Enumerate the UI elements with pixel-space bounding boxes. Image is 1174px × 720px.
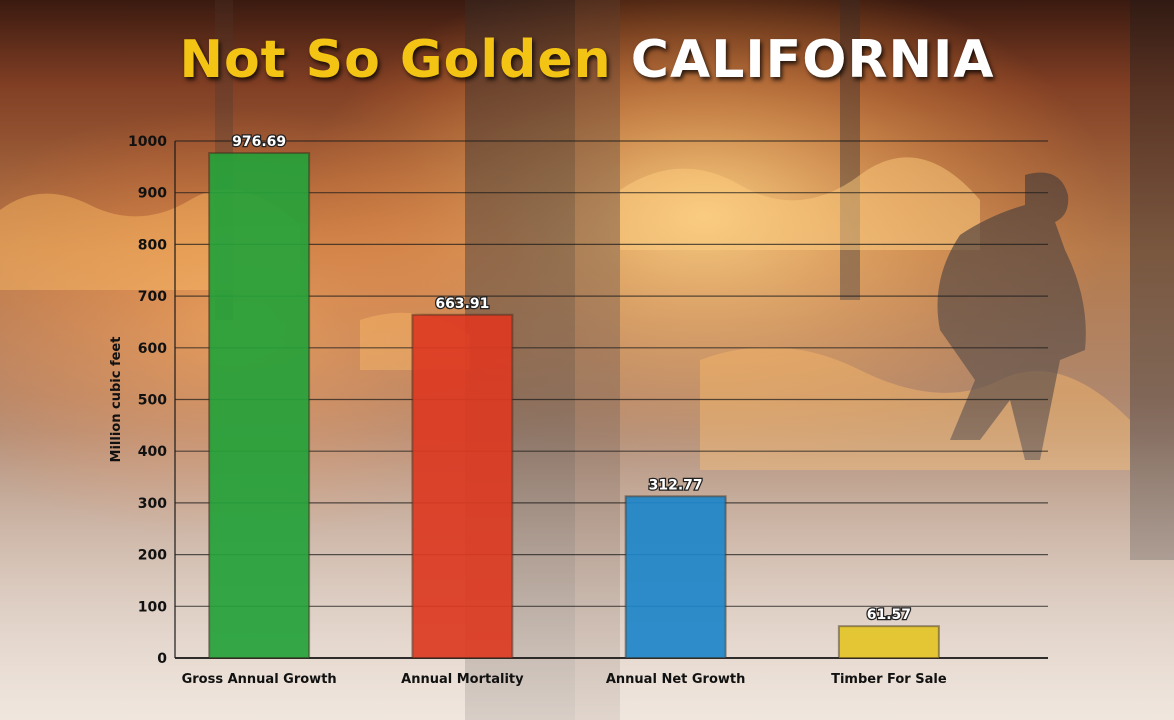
y-tick-label: 1000 [128,134,167,150]
x-tick-label: Annual Mortality [401,672,524,687]
bar [837,625,940,660]
bar [411,313,514,659]
y-tick-label: 100 [138,599,167,615]
y-tick-label: 300 [138,496,167,512]
chart-title: Not So Golden CALIFORNIA [0,30,1174,90]
x-tick-label: Gross Annual Growth [182,672,337,687]
x-tick-label: Timber For Sale [831,672,947,687]
title-part2: CALIFORNIA [630,30,995,90]
title-part1: Not So Golden [179,30,612,90]
y-tick-label: 400 [138,444,167,460]
y-axis-title: Million cubic feet [109,337,124,463]
y-tick-label: 600 [138,341,167,357]
y-tick-label: 800 [138,237,167,253]
data-label: 312.77 [649,477,703,493]
data-label: 61.57 [867,607,911,623]
y-tick-label: 900 [138,186,167,202]
data-label: 663.91 [435,296,489,312]
data-label: 976.69 [232,134,286,150]
y-tick-label: 200 [138,548,167,564]
y-tick-label: 500 [138,393,167,409]
bar [208,152,311,659]
y-tick-label: 700 [138,289,167,305]
x-tick-label: Annual Net Growth [606,672,746,687]
bar [624,495,727,659]
y-tick-label: 0 [157,651,167,667]
